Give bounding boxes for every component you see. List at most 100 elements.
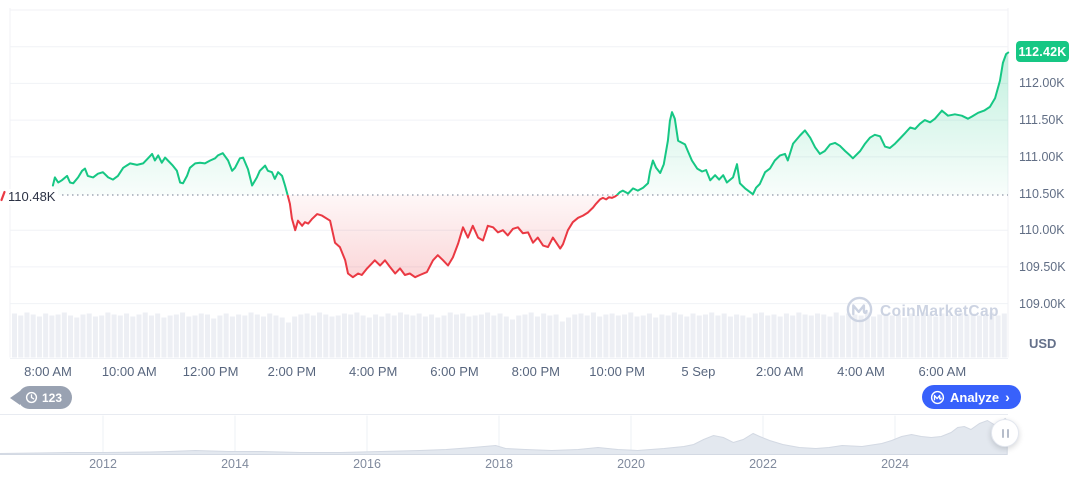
- volume-bar: [12, 313, 18, 358]
- volume-bar: [453, 314, 459, 358]
- volume-bar: [541, 313, 547, 358]
- volume-bar: [559, 321, 565, 358]
- volume-bar: [690, 313, 696, 358]
- y-axis-label: 109.50K: [1019, 259, 1066, 274]
- volume-bar: [310, 315, 316, 358]
- volume-bar: [572, 314, 578, 358]
- handle-grip-bar: [1006, 428, 1009, 438]
- volume-bar: [584, 315, 590, 358]
- analyze-button[interactable]: Analyze ›: [922, 385, 1021, 409]
- volume-bar: [964, 314, 970, 358]
- volume-bar: [441, 315, 447, 358]
- y-axis-label: 110.00K: [1019, 223, 1065, 238]
- volume-bar: [752, 313, 758, 358]
- volume-bar: [485, 312, 491, 358]
- y-axis-label: 110.50K: [1019, 186, 1065, 201]
- volume-bar: [908, 313, 914, 358]
- analyze-cmc-icon: [930, 390, 945, 405]
- handle-grip-bar: [1001, 428, 1004, 438]
- volume-bar: [497, 313, 503, 358]
- navigator-year-label: 2022: [749, 457, 777, 471]
- volume-bar: [43, 313, 49, 358]
- volume-bar: [902, 317, 908, 358]
- volume-bar: [360, 315, 366, 358]
- volume-bar: [846, 313, 852, 358]
- volume-bar: [510, 319, 516, 358]
- baseline-marker-icon: [0, 190, 6, 202]
- volume-bar: [404, 314, 410, 358]
- volume-bar: [727, 316, 733, 358]
- volume-bar: [466, 316, 472, 358]
- volume-bar: [472, 315, 478, 358]
- volume-bar: [273, 315, 279, 358]
- volume-bar: [491, 315, 497, 358]
- volume-bar: [833, 312, 839, 358]
- volume-bar: [503, 316, 509, 358]
- volume-bar: [267, 313, 273, 358]
- currency-label[interactable]: USD: [1029, 336, 1057, 351]
- volume-bar: [522, 314, 528, 358]
- volume-bar: [646, 313, 652, 358]
- navigator-year-label: 2014: [221, 457, 249, 471]
- y-axis-label: 111.00K: [1019, 149, 1064, 164]
- price-line-down: [286, 195, 754, 279]
- analyze-label: Analyze: [950, 389, 1000, 405]
- y-axis-label: 112.00K: [1019, 76, 1065, 91]
- volume-bar: [397, 312, 403, 358]
- volume-bar: [279, 317, 285, 358]
- volume-bar: [653, 317, 659, 358]
- volume-bar: [429, 314, 435, 358]
- volume-bar: [740, 315, 746, 358]
- volume-bar: [970, 313, 976, 358]
- volume-bar: [895, 314, 901, 358]
- baseline-price-label: 110.48K: [8, 189, 59, 205]
- navigator-year-label: 2020: [617, 457, 645, 471]
- volume-bar: [566, 317, 572, 358]
- volume-bar: [30, 314, 36, 358]
- price-line-up: [51, 51, 1010, 195]
- history-count-badge[interactable]: 123: [18, 386, 73, 409]
- volume-bar: [105, 312, 111, 358]
- volume-bar: [198, 313, 204, 358]
- y-axis-label: 111.50K: [1019, 113, 1064, 128]
- volume-bar: [254, 314, 260, 358]
- volume-bar: [808, 315, 814, 358]
- volume-bar: [304, 313, 310, 358]
- volume-bar: [927, 314, 933, 358]
- volume-bar: [422, 316, 428, 358]
- volume-bar: [92, 316, 98, 358]
- volume-bar: [802, 314, 808, 358]
- volume-bar: [945, 314, 951, 358]
- volume-bar: [858, 315, 864, 358]
- y-axis-label: 109.00K: [1019, 296, 1066, 311]
- navigator-area: [0, 417, 1008, 455]
- volume-bar: [117, 315, 123, 358]
- volume-bar: [702, 314, 708, 358]
- volume-bar: [721, 313, 727, 358]
- volume-bar: [933, 316, 939, 358]
- volume-bar: [341, 313, 347, 358]
- volume-bar: [821, 314, 827, 358]
- chevron-right-icon: ›: [1005, 389, 1010, 405]
- volume-bar: [958, 312, 964, 358]
- volume-bar: [852, 314, 858, 358]
- volume-bar: [671, 312, 677, 358]
- volume-bar: [759, 312, 765, 358]
- navigator-year-label: 2018: [485, 457, 513, 471]
- volume-bar: [217, 315, 223, 358]
- volume-bar: [597, 316, 603, 358]
- history-clock-icon: [25, 391, 38, 404]
- volume-bar: [142, 312, 148, 358]
- volume-bar: [80, 314, 86, 358]
- volume-bar: [391, 315, 397, 358]
- navigator-handle[interactable]: [991, 419, 1019, 447]
- history-count: 123: [42, 390, 63, 405]
- volume-bar: [783, 313, 789, 358]
- volume-bar: [155, 313, 161, 358]
- volume-bar: [460, 313, 466, 358]
- volume-bar: [192, 315, 198, 358]
- navigator-year-label: 2016: [353, 457, 381, 471]
- volume-bar: [678, 314, 684, 358]
